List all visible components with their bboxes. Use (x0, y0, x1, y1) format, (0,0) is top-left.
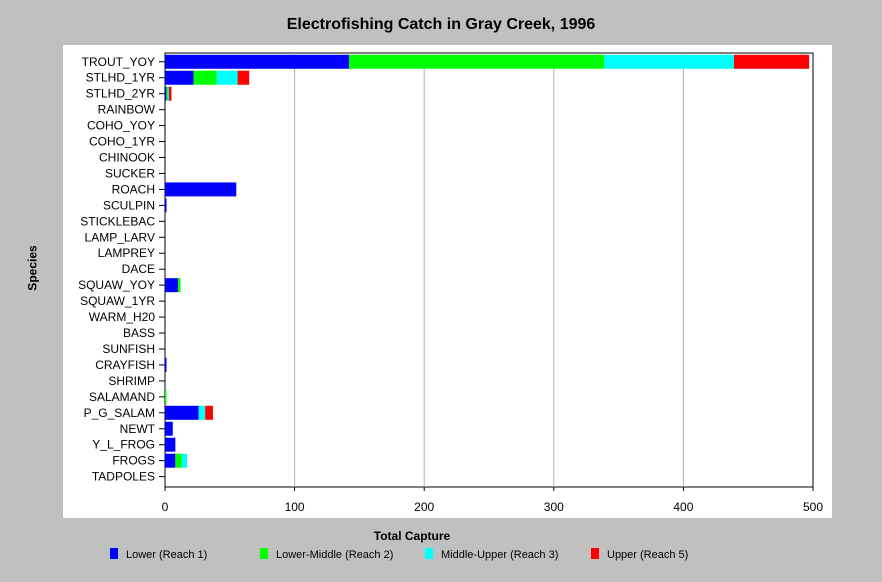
bar-segment (177, 278, 181, 293)
y-tick-label: FROGS (112, 454, 155, 468)
y-tick-label: LAMP_LARV (85, 230, 155, 244)
bar-segment (237, 70, 250, 85)
y-tick-label: DACE (122, 262, 155, 276)
y-tick-label: SUNFISH (102, 342, 155, 356)
legend-swatch (110, 548, 118, 559)
y-tick-label: Y_L_FROG (92, 438, 155, 452)
y-tick-label: CHINOOK (99, 151, 155, 165)
legend-item: Lower-Middle (Reach 2) (260, 548, 393, 562)
y-tick-label: SCULPIN (103, 198, 155, 212)
x-tick-label: 300 (544, 500, 564, 514)
y-tick-label: BASS (123, 326, 155, 340)
bar-segment (165, 54, 350, 69)
y-tick-label: RAINBOW (98, 103, 156, 117)
x-tick-label: 200 (414, 500, 434, 514)
legend-item: Lower (Reach 1) (110, 548, 207, 562)
legend-label: Upper (Reach 5) (607, 549, 689, 561)
y-tick-label: STICKLEBAC (80, 214, 155, 228)
x-tick-label: 0 (162, 500, 169, 514)
bar-segment (175, 453, 182, 468)
bar-segment (165, 453, 176, 468)
plot-area (164, 52, 814, 488)
y-tick-label: LAMPREY (98, 246, 155, 260)
bar-segment (165, 86, 167, 101)
legend-item: Upper (Reach 5) (591, 548, 688, 562)
bar-segment (165, 405, 199, 420)
bar-segment (216, 70, 238, 85)
bar-segment (604, 54, 734, 69)
y-tick-label: COHO_1YR (89, 135, 155, 149)
bar-segment (165, 389, 167, 404)
legend-item: Middle-Upper (Reach 3) (425, 548, 558, 562)
x-tick-label: 100 (285, 500, 305, 514)
bar-segment (167, 86, 170, 101)
y-tick-label: COHO_YOY (87, 119, 155, 133)
bar-segment (193, 70, 217, 85)
bar-segment (165, 278, 178, 293)
bar-segment (165, 182, 237, 197)
bar-segment (181, 453, 188, 468)
y-tick-label: SQUAW_YOY (78, 278, 155, 292)
y-tick-label: STLHD_1YR (86, 71, 156, 85)
x-tick-label: 400 (673, 500, 693, 514)
x-tick-label: 500 (803, 500, 823, 514)
y-tick-labels: TROUT_YOY STLHD_1YR STLHD_2YR RAINBOW COHO_Y… (78, 55, 165, 484)
y-tick-label: SQUAW_1YR (80, 294, 155, 308)
bars-group (165, 54, 810, 468)
bar-segment (165, 437, 176, 452)
bar-segment (349, 54, 605, 69)
x-tick-labels: 0 100 200 300 400 500 (162, 487, 823, 514)
y-tick-label: CRAYFISH (95, 358, 155, 372)
bar-segment (165, 357, 167, 372)
y-tick-label: SHRIMP (108, 374, 155, 388)
chart-title: Electrofishing Catch in Gray Creek, 1996 (286, 16, 596, 33)
legend-label: Lower (Reach 1) (126, 549, 208, 561)
y-tick-label: TADPOLES (92, 470, 155, 484)
bar-segment (205, 405, 213, 420)
legend-swatch (425, 548, 433, 559)
bar-segment (733, 54, 810, 69)
y-tick-label: TROUT_YOY (82, 55, 155, 69)
legend-swatch (591, 548, 599, 559)
legend-swatch (260, 548, 268, 559)
y-tick-label: SUCKER (105, 166, 155, 180)
y-tick-label: WARM_H20 (89, 310, 156, 324)
y-tick-label: P_G_SALAM (84, 406, 155, 420)
grid-lines (294, 53, 684, 487)
legend-label: Lower-Middle (Reach 2) (276, 549, 394, 561)
y-tick-label: ROACH (112, 182, 155, 196)
x-axis-label: Total Capture (373, 529, 451, 543)
y-tick-label: STLHD_2YR (86, 87, 156, 101)
bar-segment (165, 198, 167, 213)
y-tick-label: NEWT (120, 422, 156, 436)
y-tick-label: SALAMAND (89, 390, 155, 404)
bar-segment (165, 421, 173, 436)
bar-segment (166, 86, 168, 101)
bar-segment (165, 70, 194, 85)
bar-segment (168, 86, 172, 101)
bar-segment (198, 405, 206, 420)
legend-label: Middle-Upper (Reach 3) (441, 549, 559, 561)
